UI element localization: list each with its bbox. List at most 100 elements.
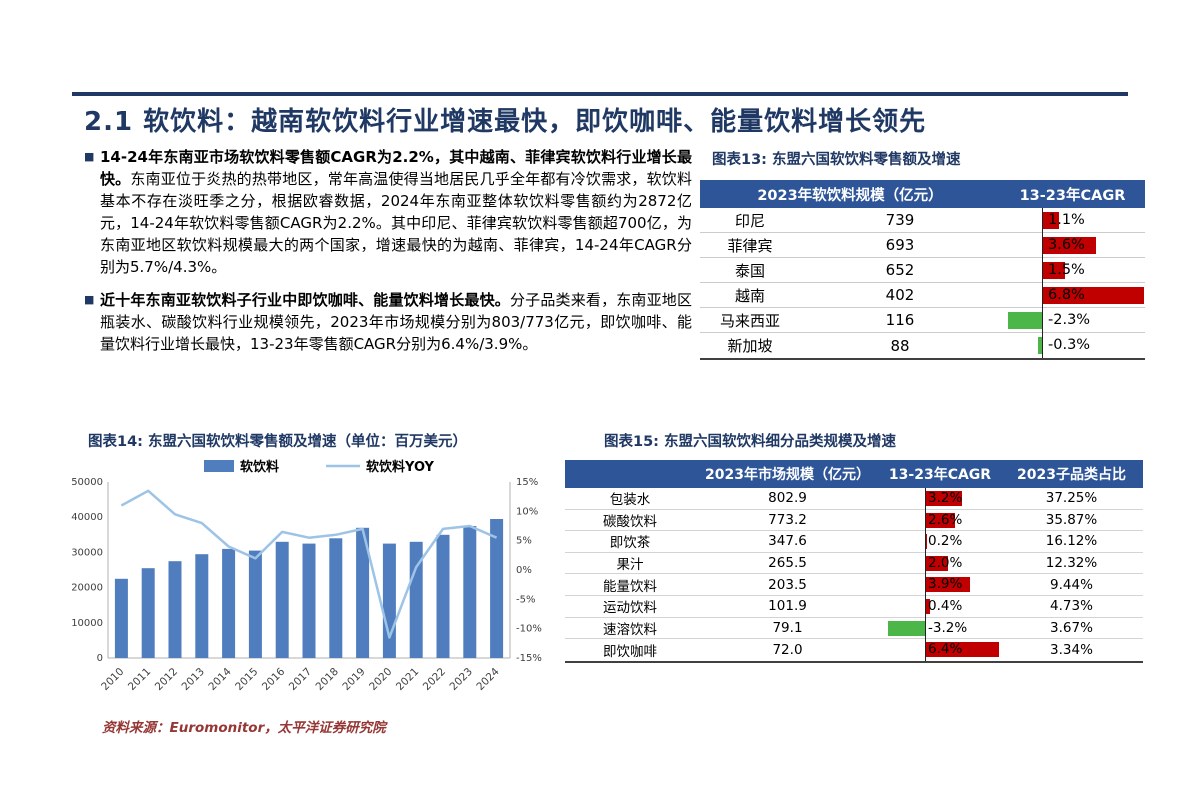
table-row: 速溶饮料 79.1 -3.2% 3.67% — [565, 618, 1143, 640]
cagr-cell: -2.3% — [1000, 308, 1145, 332]
table-row: 印尼 739 1.1% — [700, 208, 1145, 233]
retail-bar — [490, 519, 504, 658]
share-value: 35.87% — [1045, 511, 1098, 528]
category-label: 包装水 — [609, 492, 651, 509]
scale-value: 693 — [885, 236, 915, 254]
cagr-cell: -3.2% — [880, 618, 1000, 639]
right-axis-tick: 10% — [516, 506, 538, 517]
cagr-value-label: -0.3% — [1048, 337, 1091, 353]
table-row: 越南 402 6.8% — [700, 283, 1145, 308]
cagr-value-label: -2.3% — [1048, 312, 1091, 328]
cagr-bar — [888, 620, 925, 636]
retail-bar — [409, 541, 423, 658]
scale-value: 402 — [885, 286, 915, 304]
size-value: 802.9 — [768, 490, 807, 507]
retail-bar — [463, 526, 477, 658]
cagr-value-label: 0.4% — [928, 597, 963, 614]
cagr-bar — [925, 512, 955, 528]
cagr-bar — [1042, 212, 1059, 229]
cagr-value-label: 2.6% — [928, 511, 963, 528]
category-label: 即饮茶 — [609, 535, 651, 552]
retail-bar — [248, 550, 262, 658]
size-value: 347.6 — [768, 533, 807, 550]
table-row: 能量饮料 203.5 3.9% 9.44% — [565, 574, 1143, 596]
retail-bar — [329, 538, 343, 658]
cagr-value-label: 6.4% — [928, 641, 963, 658]
country-label: 马来西亚 — [719, 311, 780, 330]
bullet-text: 近十年东南亚软饮料子行业中即饮咖啡、能量饮料增长最快。分子品类来看，东南亚地区瓶… — [100, 289, 692, 355]
category-label: 运动饮料 — [603, 600, 657, 617]
cagr-value-label: 3.6% — [1048, 237, 1085, 253]
right-axis-tick: -15% — [516, 653, 542, 664]
cagr-cell: 0.2% — [880, 531, 1000, 552]
cagr-cell: 3.6% — [1000, 233, 1145, 257]
share-value: 37.25% — [1045, 490, 1098, 507]
table-row: 即饮咖啡 72.0 6.4% 3.34% — [565, 639, 1143, 661]
cagr-value-label: 0.2% — [928, 533, 963, 550]
x-axis-label: 2018 — [314, 666, 341, 693]
zero-axis-line — [1042, 208, 1043, 358]
size-value: 203.5 — [768, 576, 807, 593]
bullet-item: ■ 近十年东南亚软饮料子行业中即饮咖啡、能量饮料增长最快。分子品类来看，东南亚地… — [84, 289, 692, 355]
right-axis-tick: 5% — [516, 536, 532, 547]
x-axis-label: 2016 — [260, 665, 288, 693]
country-label: 菲律宾 — [727, 236, 773, 255]
header-cell-size: 2023年市场规模（亿元） — [705, 467, 870, 483]
cagr-bar — [925, 598, 930, 614]
retail-bar — [302, 543, 316, 658]
figure-13-table: 2023年软饮料规模（亿元） 13-23年CAGR 印尼 739 1.1% 菲律宾 69… — [700, 180, 1145, 360]
cagr-cell: 6.4% — [880, 639, 1000, 661]
cagr-bar — [925, 534, 928, 550]
figure-13-table-body: 印尼 739 1.1% 菲律宾 693 3.6% 泰国 652 1.5% 越南 402 6.8% 马来西… — [700, 208, 1145, 360]
bullet-bold-text: 近十年东南亚软饮料子行业中即饮咖啡、能量饮料增长最快。 — [100, 291, 510, 309]
figure-13-caption: 图表13: 东盟六国软饮料零售额及增速 — [712, 152, 961, 168]
cagr-bar — [925, 555, 948, 571]
table-row: 碳酸饮料 773.2 2.6% 35.87% — [565, 510, 1143, 532]
share-value: 16.12% — [1045, 533, 1098, 550]
country-label: 新加坡 — [727, 337, 773, 355]
table-row: 运动饮料 101.9 0.4% 4.73% — [565, 596, 1143, 618]
cagr-cell: -0.3% — [1000, 333, 1145, 358]
retail-bar — [195, 554, 209, 658]
size-value: 265.5 — [768, 555, 807, 572]
scale-value: 739 — [885, 211, 915, 229]
bullet-text: 14-24年东南亚市场软饮料零售额CAGR为2.2%，其中越南、菲律宾软饮料行业… — [100, 146, 692, 278]
x-axis-label: 2017 — [287, 666, 314, 693]
share-value: 3.67% — [1050, 619, 1093, 636]
cagr-cell: 0.4% — [880, 596, 1000, 617]
table-row: 果汁 265.5 2.0% 12.32% — [565, 553, 1143, 575]
size-value: 773.2 — [768, 511, 807, 528]
right-axis-tick: 0% — [516, 565, 532, 576]
x-axis-label: 2021 — [394, 666, 421, 693]
retail-bar — [382, 543, 396, 658]
cagr-bar — [1042, 237, 1096, 254]
cagr-value-label: -3.2% — [928, 619, 968, 636]
country-label: 泰国 — [734, 261, 765, 280]
left-axis-tick: 50000 — [71, 477, 103, 488]
cagr-cell: 2.0% — [880, 553, 1000, 574]
x-axis-label: 2013 — [180, 666, 207, 693]
retail-bar — [222, 548, 236, 658]
left-axis-tick: 20000 — [71, 583, 103, 594]
table-row: 马来西亚 116 -2.3% — [700, 308, 1145, 333]
figure-15-table-header: 2023年市场规模（亿元） 13-23年CAGR 2023子品类占比 — [565, 460, 1143, 488]
cagr-bar — [1007, 312, 1042, 329]
x-axis-label: 2010 — [99, 666, 126, 693]
category-label: 即饮咖啡 — [603, 643, 657, 660]
bullet-rest-text: 东南亚位于炎热的热带地区，常年高温使得当地居民几乎全年都有冷饮需求，软饮料基本不… — [100, 170, 692, 276]
cagr-bar — [1042, 287, 1144, 304]
x-axis-label: 2019 — [340, 666, 367, 693]
scale-value: 116 — [885, 311, 915, 329]
scale-value: 88 — [890, 336, 910, 355]
size-value: 79.1 — [772, 619, 803, 636]
retail-bar — [141, 568, 155, 658]
legend-line-label: 软饮料YOY — [366, 459, 435, 475]
bullet-item: ■ 14-24年东南亚市场软饮料零售额CAGR为2.2%，其中越南、菲律宾软饮料… — [84, 146, 692, 278]
country-label: 越南 — [734, 286, 765, 305]
figure-13-table-header: 2023年软饮料规模（亿元） 13-23年CAGR — [700, 180, 1145, 208]
soft-drinks-combo-chart: 0 10000 20000 30000 40000 50000 -15% -10% -5% 0% 5… — [64, 452, 556, 710]
category-label: 速溶饮料 — [603, 621, 657, 638]
x-axis-label: 2020 — [367, 666, 394, 693]
bullet-icon: ■ — [84, 150, 95, 163]
